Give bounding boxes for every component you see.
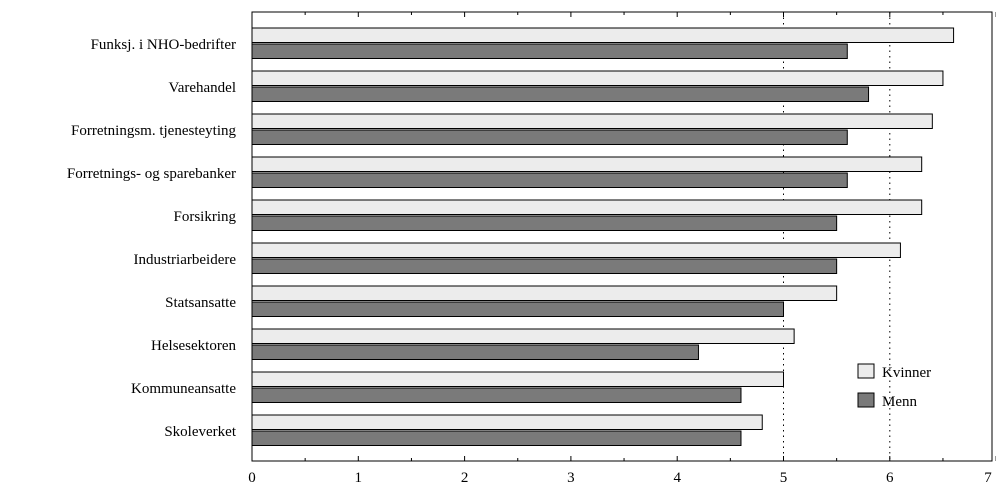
x-tick-label: 1 [355, 470, 363, 486]
category-label: Statsansatte [165, 295, 236, 311]
bar-menn [251, 258, 838, 274]
bar-kvinner [251, 113, 933, 129]
bar-menn [251, 43, 848, 59]
x-tick-label: 4 [673, 470, 681, 486]
x-axis-ticks: 0 1 2 3 4 5 6 7 [248, 12, 996, 486]
category-label: Helsesektoren [151, 338, 236, 354]
plot-frame [251, 11, 993, 462]
bar-kvinner [251, 328, 795, 344]
legend: Kvinner Menn [857, 363, 931, 410]
bar-kvinner [251, 414, 763, 430]
bar-kvinner [251, 70, 944, 86]
category-label: Kommuneansatte [131, 381, 236, 397]
category-label: Forsikring [173, 209, 236, 225]
bar-kvinner [251, 199, 923, 215]
legend-swatch-menn [857, 392, 875, 408]
category-label: Industriarbeidere [134, 252, 237, 268]
category-labels: Funksj. i NHO-bedrifter Varehandel Forretn… [67, 37, 237, 440]
bar-menn [251, 344, 699, 360]
legend-swatch-kvinner [857, 363, 875, 379]
x-tick-label: 3 [567, 470, 575, 486]
bar-kvinner [251, 371, 784, 387]
x-tick-label: 7 [984, 470, 992, 486]
category-label: Forretningsm. tjenesteyting [71, 123, 236, 139]
bar-kvinner [251, 27, 955, 43]
bar-menn [251, 129, 848, 145]
bar-menn [251, 301, 784, 317]
category-label: Funksj. i NHO-bedrifter [91, 37, 236, 53]
bar-kvinner [251, 242, 901, 258]
bar-kvinner [251, 156, 923, 172]
x-tick-label: 0 [248, 470, 256, 486]
bar-menn [251, 430, 742, 446]
bar-menn [251, 387, 742, 403]
category-label: Skoleverket [164, 424, 236, 440]
bar-menn [251, 172, 848, 188]
category-label: Forretnings- og sparebanker [67, 166, 236, 182]
bar-kvinner [251, 285, 838, 301]
x-tick-label: 2 [461, 470, 469, 486]
legend-label-kvinner: Kvinner [882, 365, 931, 381]
bars [251, 27, 955, 446]
legend-label-menn: Menn [882, 394, 917, 410]
x-tick-label: 5 [780, 470, 788, 486]
bar-menn [251, 86, 870, 102]
x-tick-label: 6 [886, 470, 894, 486]
bar-menn [251, 215, 838, 231]
category-label: Varehandel [169, 80, 236, 96]
